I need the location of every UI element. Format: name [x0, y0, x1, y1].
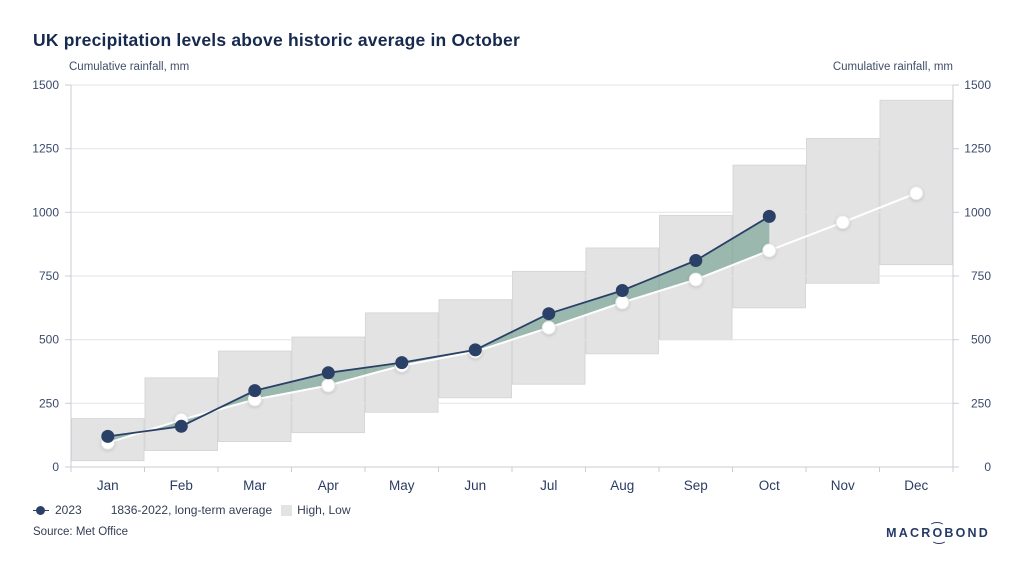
- legend-marker-high-low-icon: [281, 504, 293, 516]
- high-low-box-dec: [879, 99, 953, 266]
- data-point-2023-jun: [468, 343, 482, 357]
- series-2023-line: [107, 215, 770, 438]
- legend-item-high-low: High, Low: [281, 503, 351, 517]
- data-point-2023-oct: [762, 209, 776, 223]
- x-tick-label-jan: Jan: [97, 478, 119, 493]
- y-tick-label-right-750: 750: [971, 269, 991, 283]
- y-tick-label-right-1250: 1250: [964, 142, 991, 156]
- y-tick-label-left-750: 750: [39, 269, 59, 283]
- y-tick-label-left-1500: 1500: [32, 78, 59, 92]
- logo-o-icon: O: [929, 522, 948, 544]
- y-tick-label-left-1250: 1250: [32, 142, 59, 156]
- y-tick-label-right-250: 250: [971, 396, 991, 410]
- x-tick-label-oct: Oct: [759, 478, 780, 493]
- y-tick-label-right-500: 500: [971, 333, 991, 347]
- data-point-2023-apr: [321, 366, 335, 380]
- y-tick-label-left-1000: 1000: [32, 205, 59, 219]
- data-point-2023-jan: [101, 429, 115, 443]
- y-tick-label-right-1000: 1000: [964, 205, 991, 219]
- x-tick-label-sep: Sep: [684, 478, 708, 493]
- legend-label-average: 1836-2022, long-term average: [110, 503, 273, 517]
- x-tick-label-apr: Apr: [318, 478, 340, 493]
- y-tick-label-left-500: 500: [39, 333, 59, 347]
- data-point-average-sep: [688, 272, 703, 287]
- source-note: Source: Met Office: [33, 526, 129, 538]
- x-tick-label-may: May: [389, 478, 415, 493]
- x-tick-label-mar: Mar: [243, 478, 267, 493]
- legend-item-average: 1836-2022, long-term average: [90, 503, 273, 517]
- data-point-average-apr: [321, 378, 336, 393]
- data-point-2023-aug: [615, 284, 629, 297]
- y-axis-title-right: Cumulative rainfall, mm: [832, 61, 953, 73]
- data-point-average-nov: [835, 215, 850, 230]
- x-tick-label-aug: Aug: [610, 478, 634, 493]
- data-point-2023-jul: [542, 307, 556, 321]
- y-tick-label-left-250: 250: [39, 396, 59, 410]
- data-point-average-oct: [762, 243, 777, 258]
- data-point-2023-feb: [174, 419, 188, 433]
- legend-label-2023: 2023: [55, 503, 82, 517]
- data-point-2023-may: [395, 356, 409, 370]
- x-tick-label-dec: Dec: [904, 478, 928, 493]
- data-point-average-jul: [541, 320, 556, 335]
- data-point-2023-sep: [689, 254, 703, 267]
- x-tick-label-jul: Jul: [540, 478, 557, 493]
- high-low-box-nov: [806, 138, 880, 284]
- x-tick-label-feb: Feb: [170, 478, 193, 493]
- chart-title: UK precipitation levels above historic a…: [33, 30, 520, 50]
- x-tick-label-nov: Nov: [831, 478, 855, 493]
- logo-text-pre: MACR: [886, 526, 933, 540]
- y-tick-label-right-0: 0: [984, 460, 991, 474]
- logo-text-post: BOND: [944, 526, 990, 540]
- data-point-average-dec: [909, 186, 924, 201]
- y-tick-label-left-0: 0: [52, 460, 59, 474]
- x-tick-label-jun: Jun: [464, 478, 486, 493]
- average-line: [107, 192, 917, 444]
- data-point-average-aug: [615, 295, 630, 310]
- y-tick-label-right-1500: 1500: [964, 78, 991, 92]
- legend-label-high-low: High, Low: [297, 503, 351, 517]
- y-axis-title-left: Cumulative rainfall, mm: [69, 61, 190, 73]
- chart-legend: 2023 1836-2022, long-term average High, …: [33, 503, 360, 517]
- legend-item-2023: 2023: [33, 503, 82, 517]
- data-point-2023-mar: [248, 384, 262, 398]
- macrobond-logo: MACROBOND: [886, 522, 990, 544]
- legend-marker-2023-icon: [33, 503, 49, 517]
- legend-marker-average-icon: [90, 509, 105, 511]
